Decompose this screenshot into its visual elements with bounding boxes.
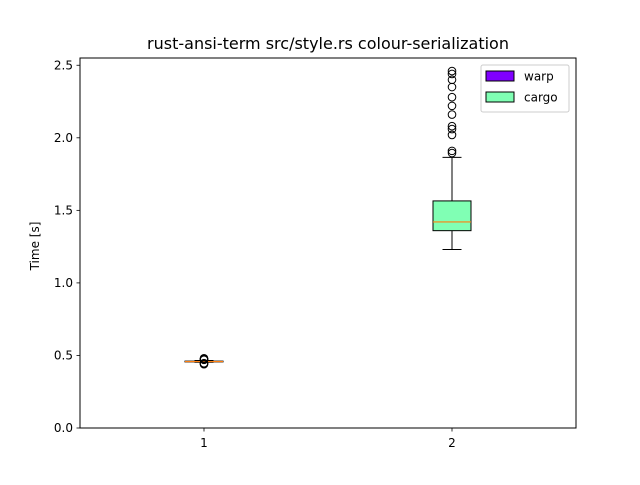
legend-label-cargo: cargo	[524, 91, 558, 105]
chart-title: rust-ansi-term src/style.rs colour-seria…	[147, 34, 509, 53]
y-tick-label: 1.0	[54, 276, 73, 290]
outlier-point	[447, 69, 457, 79]
outlier-point	[447, 148, 457, 158]
legend-swatch-cargo	[485, 91, 515, 103]
outlier-point	[447, 124, 457, 134]
y-tick-label: 2.0	[54, 131, 73, 145]
y-tick-label: 1.5	[54, 203, 73, 217]
y-axis-label: Time [s]	[28, 222, 42, 272]
x-tick-label: 2	[448, 436, 456, 450]
outlier-point	[447, 75, 457, 85]
outlier-point	[447, 130, 457, 140]
outlier-point	[199, 354, 209, 363]
outlier-point	[447, 66, 457, 76]
box-warp	[184, 354, 224, 369]
outlier-point	[447, 146, 457, 156]
outlier-point	[447, 101, 457, 111]
plot-frame	[79, 57, 577, 429]
outlier-point	[447, 121, 457, 131]
legend-label-warp: warp	[524, 70, 554, 84]
legend-swatch-warp	[485, 70, 515, 82]
box-cargo	[432, 66, 472, 251]
y-tick-label: 0.0	[54, 421, 73, 435]
outlier-point	[447, 110, 457, 119]
outlier-point	[447, 92, 457, 102]
box-body	[432, 200, 472, 232]
outlier-point	[199, 358, 209, 368]
legend: warp cargo	[480, 64, 570, 113]
x-tick-label: 1	[200, 436, 208, 450]
y-tick-label: 2.5	[54, 58, 73, 72]
y-tick-label: 0.5	[54, 348, 73, 362]
